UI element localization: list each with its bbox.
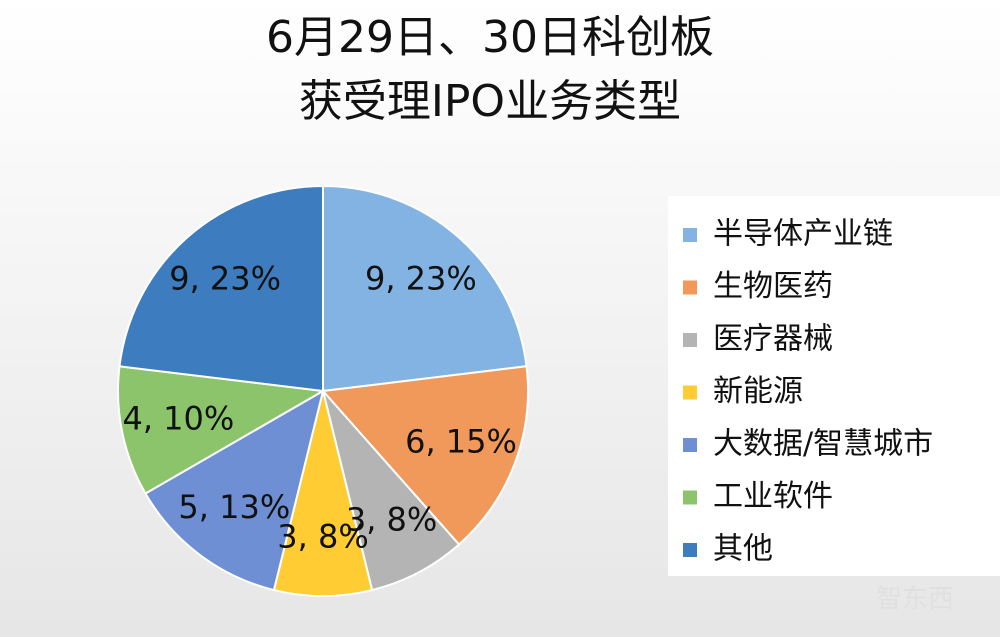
data-label: 5, 13% — [178, 488, 290, 526]
chart-title: 获受理IPO业务类型 — [299, 76, 681, 127]
legend-label: 其他 — [713, 532, 773, 567]
watermark: 智东西 — [876, 585, 954, 615]
data-label: 9, 23% — [169, 260, 281, 298]
legend-swatch — [683, 438, 697, 452]
pie-slice — [320, 365, 529, 546]
pie-slice — [272, 390, 374, 597]
legend-box — [668, 196, 1000, 576]
legend-swatch — [683, 333, 697, 347]
pie-slice — [118, 184, 324, 393]
legend-swatch — [683, 385, 697, 400]
data-label: 6, 15% — [405, 422, 517, 460]
legend-swatch — [683, 490, 697, 505]
legend-swatch — [683, 280, 697, 295]
pie-slice — [144, 388, 325, 592]
pie-slice — [322, 390, 461, 592]
legend-label: 大数据/智慧城市 — [713, 427, 933, 462]
legend-label: 工业软件 — [713, 479, 833, 514]
pie-slice — [117, 365, 327, 495]
legend-swatch — [683, 228, 697, 242]
chart-title: 6月29日、30日科创板 — [266, 12, 714, 63]
legend-label: 半导体产业链 — [713, 217, 893, 252]
data-label: 4, 10% — [122, 400, 234, 438]
pie-slice — [322, 184, 528, 393]
legend-label: 新能源 — [713, 374, 803, 409]
data-label: 3, 8% — [277, 518, 368, 556]
data-label: 3, 8% — [346, 501, 437, 539]
legend-label: 生物医药 — [713, 269, 833, 304]
data-label: 9, 23% — [365, 260, 477, 298]
legend-swatch — [683, 543, 697, 557]
legend-label: 医疗器械 — [713, 322, 833, 357]
